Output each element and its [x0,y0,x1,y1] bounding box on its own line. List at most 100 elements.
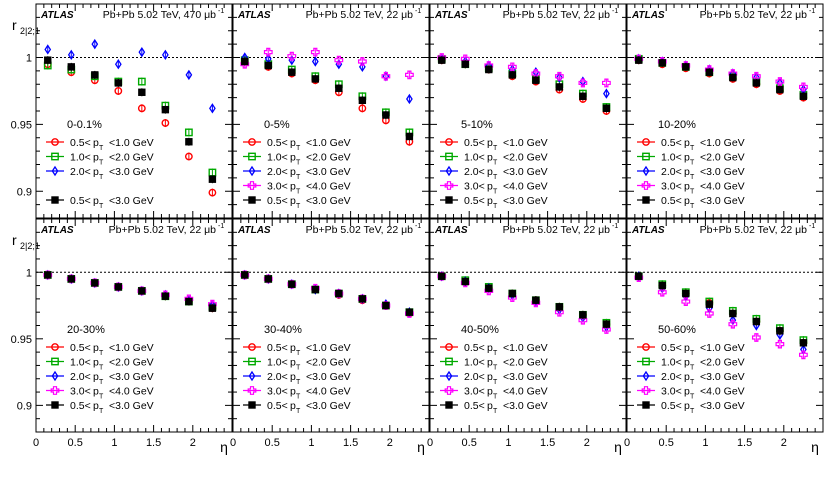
panel-header-sup: -1 [612,223,618,230]
data-point [485,65,493,74]
legend-label: p [684,166,690,178]
legend-label: p [93,342,99,354]
legend-label: <3.0 GeV [306,166,351,178]
legend-label: 0.5< [464,342,485,354]
panel-6: 0 0.5 1 1.5 2 η ATLAS Pb+Pb 5.02 TeV, 22 μb -1 30… [230,218,430,455]
x-axis-label: η [811,439,819,455]
legend-label: <4.0 GeV [503,386,548,398]
panel-1: 0.9 0.95 1 ATLAS Pb+Pb 5.02 TeV, 470 μb -1 0-0… [11,3,233,219]
legend-label-sub: T [296,394,301,401]
legend-label: <2.0 GeV [306,357,351,369]
legend-marker [445,138,453,146]
panel-header: Pb+Pb 5.02 TeV, 22 μb [700,9,808,21]
legend-label: <3.0 GeV [700,195,745,207]
legend-marker [642,370,650,382]
legend-label-sub: T [493,145,498,152]
legend-label-sub: T [296,350,301,357]
legend-label-sub: T [690,203,695,210]
data-point [658,281,666,290]
x-tick-label: 0.5 [462,437,477,449]
data-point [554,71,564,81]
centrality-label: 10-20% [658,119,696,131]
legend-label: <2.0 GeV [700,152,745,164]
legend-label: p [487,181,493,193]
legend-label: p [290,400,296,412]
data-point [114,58,122,70]
legend-marker [248,152,256,161]
data-point [357,57,367,66]
data-point [405,70,414,80]
atlas-label: ATLAS [631,10,665,21]
x-tick-label: 1.5 [343,437,358,449]
data-point [138,287,146,295]
legend-label: 2.0< [267,371,288,383]
data-point [161,49,169,61]
legend-label-sub: T [296,174,301,181]
data-point [335,289,343,298]
legend-label: p [487,386,493,398]
legend-label: p [487,371,493,383]
legend-marker [51,165,59,177]
legend-marker [248,138,256,146]
legend-label: p [684,137,690,149]
legend-label: <3.0 GeV [503,166,548,178]
data-point [67,275,75,283]
legend-label: p [684,342,690,354]
legend-marker [445,357,453,366]
panel-header: Pb+Pb 5.02 TeV, 22 μb [503,224,611,236]
legend-label: <3.0 GeV [109,371,154,383]
legend-marker [445,165,453,177]
data-point [44,44,52,55]
legend-label: <3.0 GeV [306,371,351,383]
x-tick-label: 2 [584,437,590,449]
legend-label: p [93,137,99,149]
legend-label: <3.0 GeV [503,195,548,207]
data-point [555,303,564,311]
panel-header: Pb+Pb 5.02 TeV, 22 μb [503,9,611,21]
legend-label: <1.0 GeV [700,342,745,354]
centrality-label: 30-40% [264,324,302,336]
centrality-label: 0-5% [264,119,290,131]
legend-label: 2.0< [70,371,91,383]
data-point [184,128,193,137]
legend-label: <3.0 GeV [306,195,351,207]
legend-label-sub: T [493,174,498,181]
data-point [798,350,808,360]
legend-label: p [290,195,296,207]
data-point [705,68,714,76]
legend-marker [248,370,256,382]
data-point [775,339,785,349]
legend-label: <3.0 GeV [306,400,351,412]
legend-label: p [290,357,296,369]
data-point [241,271,249,279]
legend-label: 3.0< [70,386,91,398]
legend-label: p [487,137,493,149]
data-point [382,111,390,119]
legend-label: p [487,195,493,207]
legend-label-sub: T [99,145,104,152]
data-point [185,69,193,81]
data-point [729,309,737,318]
legend-label: <4.0 GeV [503,181,548,193]
data-point [579,311,587,319]
legend-label: p [684,371,690,383]
legend-label-sub: T [690,174,695,181]
legend-label-sub: T [690,145,695,152]
legend-marker [642,152,650,161]
x-axis-label: η [220,439,228,455]
legend-label: p [290,166,296,178]
legend-label-sub: T [99,174,104,181]
panel-header-sup: -1 [809,8,815,15]
legend-marker [51,370,59,382]
data-point [555,83,564,91]
legend-marker [642,165,650,177]
legend-label: p [93,400,99,412]
data-point [334,55,344,65]
data-point [311,75,320,83]
legend-label: p [93,357,99,369]
data-point [704,309,714,318]
data-point [137,104,146,113]
legend-label: p [290,137,296,149]
legend-marker [641,386,651,395]
